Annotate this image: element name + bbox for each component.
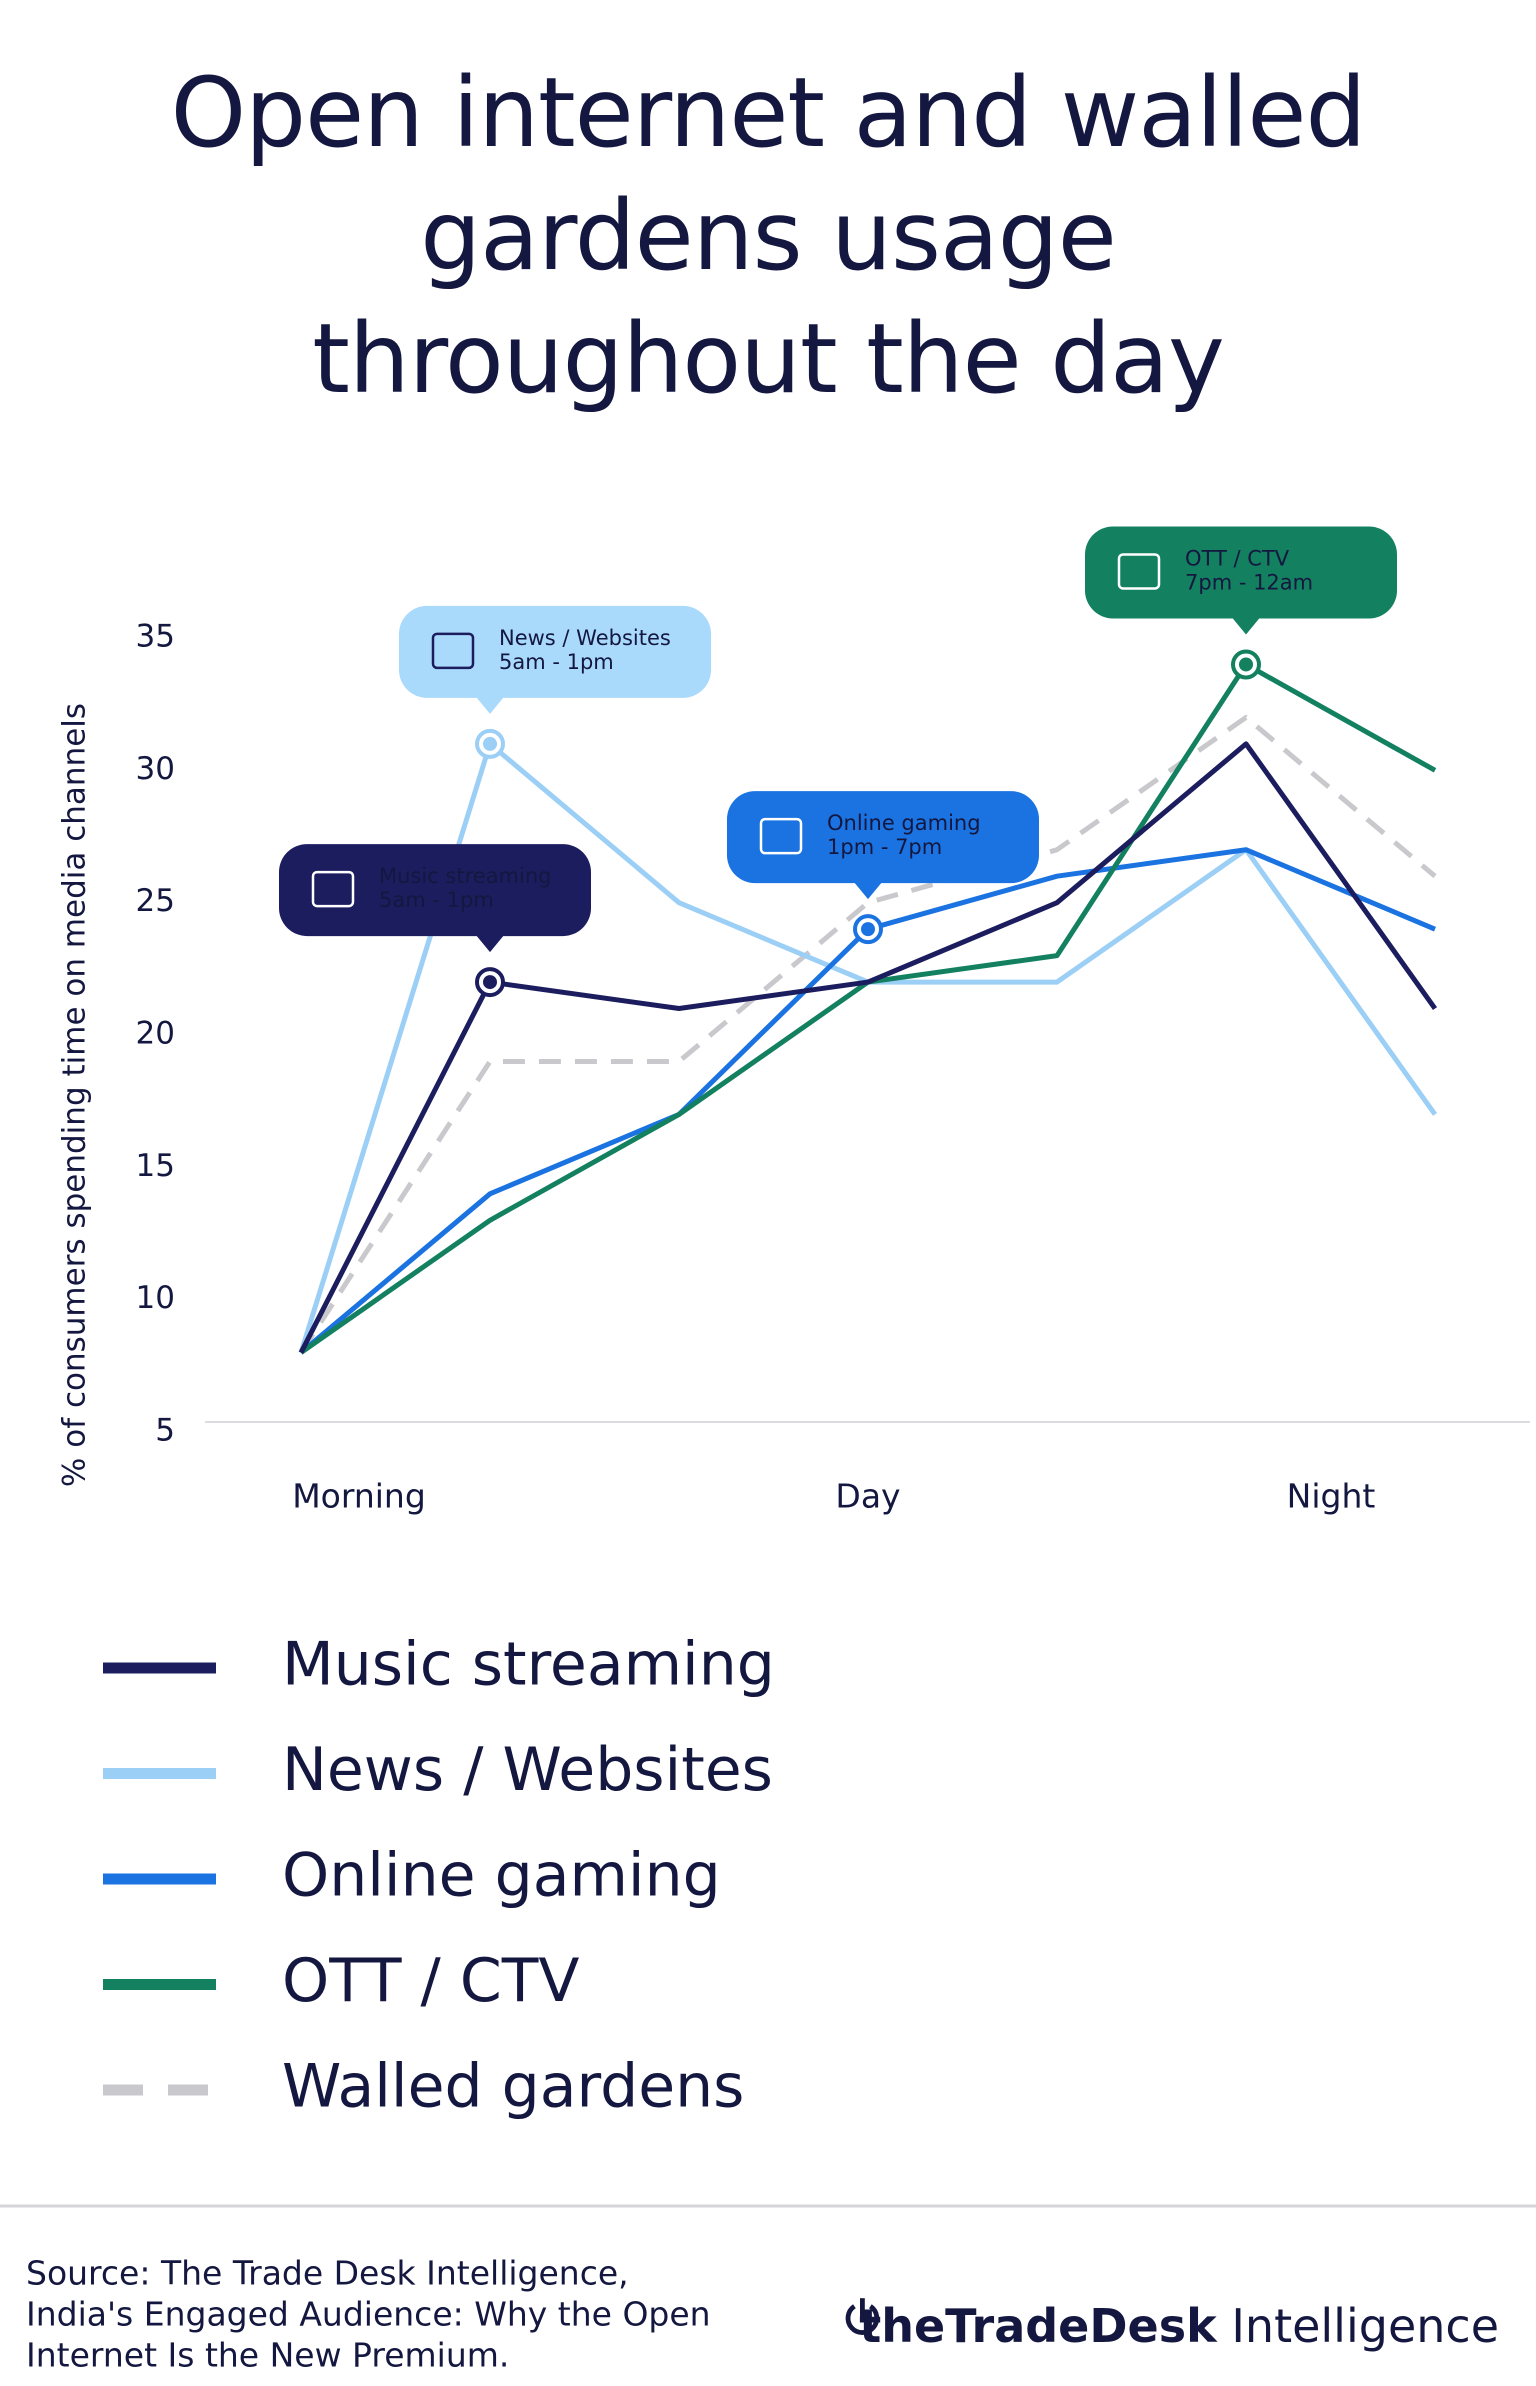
highlight-point-core [1239, 657, 1253, 672]
y-tick-label: 5 [155, 1413, 175, 1449]
x-tick-label: Day [835, 1477, 900, 1516]
callout-box [727, 791, 1039, 884]
callout-label: OTT / CTV [1185, 546, 1290, 570]
y-axis-title: % of consumers spending time on media ch… [57, 703, 93, 1487]
logo: theTradeDesk Intelligence [859, 2299, 1499, 2353]
logo-icon [845, 2298, 880, 2335]
callout-icon [759, 817, 803, 855]
callout-label: Music streaming [379, 864, 552, 888]
logo-brand: theTradeDesk [859, 2299, 1218, 2353]
y-tick-label: 35 [136, 619, 175, 655]
callout-time: 1pm - 7pm [827, 835, 942, 859]
source-line: Source: The Trade Desk Intelligence, [26, 2254, 629, 2293]
series-line [298, 714, 1437, 1354]
callout-box [1085, 526, 1397, 619]
legend-label: Music streaming [282, 1630, 775, 1700]
y-tick-label: 20 [136, 1016, 175, 1052]
highlight-point-core [861, 922, 875, 937]
legend-label: Walled gardens [282, 2052, 744, 2122]
callout-time: 5am - 1pm [379, 888, 494, 912]
callout-icon [431, 632, 475, 670]
y-tick-label: 10 [136, 1280, 175, 1316]
logo-product: Intelligence [1231, 2299, 1499, 2353]
callout-icon [1117, 553, 1161, 590]
callout-label: News / Websites [499, 626, 671, 650]
callout-box [279, 844, 591, 937]
callout-time: 7pm - 12am [1185, 570, 1313, 594]
callout-time: 5am - 1pm [499, 650, 614, 674]
chart-title: Open internet and walled gardens usage t… [170, 57, 1367, 415]
x-tick-label: Morning [292, 1477, 426, 1516]
legend-label: Online gaming [282, 1841, 721, 1911]
callout-icon [311, 870, 355, 908]
highlight-point-core [483, 736, 497, 751]
callout-pointer [1232, 617, 1260, 635]
callout-pointer [476, 696, 504, 714]
source-line: India's Engaged Audience: Why the Open [26, 2295, 711, 2334]
callout-pointer [476, 935, 504, 953]
x-tick-label: Night [1287, 1477, 1376, 1516]
callout-pointer [854, 882, 882, 900]
callout-box [399, 605, 711, 698]
source-line: Internet Is the New Premium. [26, 2336, 509, 2375]
y-tick-label: 15 [136, 1148, 175, 1184]
y-tick-label: 25 [136, 883, 175, 919]
legend-label: News / Websites [282, 1735, 773, 1805]
legend-label: OTT / CTV [282, 1946, 579, 2016]
y-tick-label: 30 [136, 751, 175, 787]
highlight-point-core [483, 975, 497, 990]
callout-label: Online gaming [827, 811, 981, 835]
